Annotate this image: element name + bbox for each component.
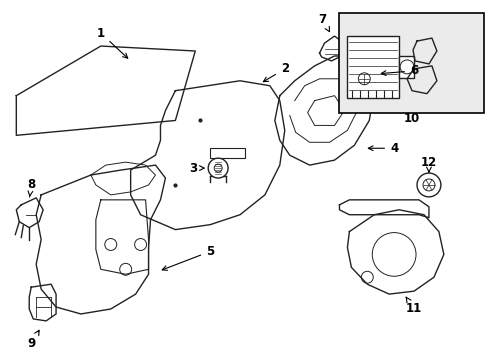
Text: 7: 7	[318, 13, 329, 32]
Circle shape	[352, 67, 375, 91]
Text: 10: 10	[403, 112, 419, 125]
Bar	[210, 148, 244, 158]
Bar	[339, 13, 483, 113]
Text: 2: 2	[263, 62, 288, 82]
Text: 6: 6	[381, 64, 417, 77]
Bar	[398, 56, 413, 78]
Circle shape	[208, 158, 227, 178]
Circle shape	[416, 173, 440, 197]
Text: 9: 9	[27, 330, 39, 350]
Text: 1: 1	[97, 27, 127, 58]
Text: 11: 11	[405, 297, 421, 315]
Text: 8: 8	[27, 179, 35, 197]
Bar	[346, 36, 398, 98]
Text: 4: 4	[367, 142, 397, 155]
Text: 5: 5	[162, 245, 214, 270]
Text: 12: 12	[420, 156, 436, 172]
Text: 3: 3	[189, 162, 204, 175]
